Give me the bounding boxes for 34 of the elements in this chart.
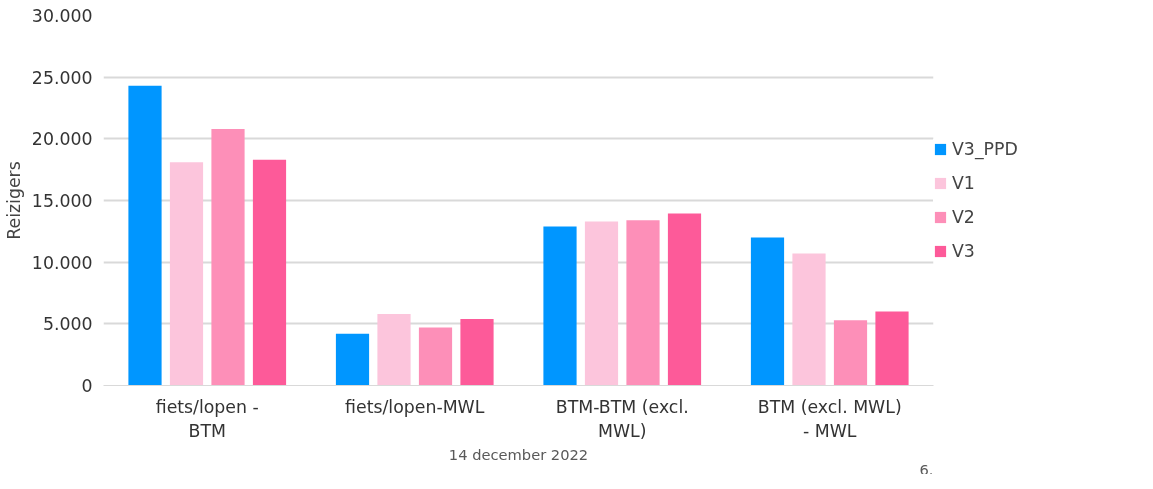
y-axis-title: Reizigers <box>3 161 24 240</box>
bar <box>252 159 287 386</box>
bar <box>833 320 868 386</box>
y-tick-label: 30.000 <box>31 6 93 26</box>
x-tick-label: fiets/lopen - BTM <box>155 396 259 441</box>
x-tick-label: fiets/lopen-MWL <box>345 396 485 417</box>
bar <box>460 318 494 386</box>
bar <box>169 162 204 386</box>
bar <box>626 220 660 386</box>
legend-label: V1 <box>952 173 975 193</box>
bar <box>584 221 619 386</box>
bar <box>750 237 785 386</box>
x-tick-label: BTM-BTM (excl. MWL) <box>555 396 689 441</box>
y-tick-label: 0 <box>81 376 93 396</box>
bar <box>543 226 577 386</box>
bar <box>418 327 453 386</box>
bar <box>377 313 411 386</box>
text: 6. <box>919 460 934 478</box>
bar <box>875 311 909 386</box>
legend-label: V3 <box>952 241 975 261</box>
y-tick-label: 10.000 <box>31 252 93 273</box>
x-tick-label: BTM (excl. MWL) - MWL <box>757 396 902 441</box>
bar <box>211 128 245 386</box>
y-tick-label: 5.000 <box>42 314 93 335</box>
legend-label: V2 <box>952 207 975 227</box>
y-tick-label: 20.000 <box>31 129 93 150</box>
legend-label: V3_PPD <box>952 139 1018 159</box>
y-tick-label: 25.000 <box>31 67 93 88</box>
bar <box>128 85 162 386</box>
y-tick-label: 15.000 <box>31 191 93 211</box>
bar <box>667 213 702 386</box>
bar <box>792 253 826 386</box>
bar <box>335 333 370 386</box>
text: 14 december 2022 <box>448 445 589 463</box>
